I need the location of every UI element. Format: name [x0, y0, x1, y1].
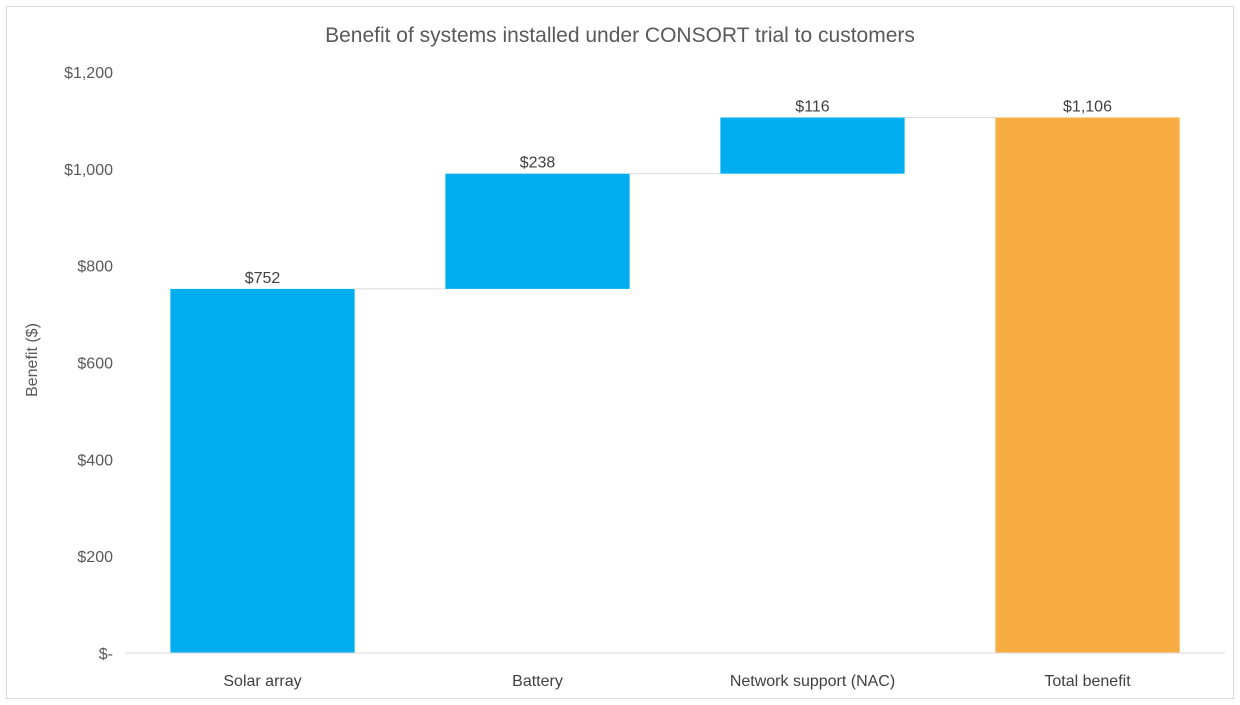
bar-2 [445, 173, 630, 289]
bar-4 [995, 117, 1180, 654]
y-tick-label: $- [99, 646, 113, 663]
bar-1 [170, 288, 355, 653]
y-tick-label: $800 [77, 259, 113, 276]
bars [170, 117, 1180, 654]
data-label: $116 [795, 99, 830, 116]
data-labels: $752 $238 $116 $1,106 [245, 99, 1112, 287]
data-label: $238 [520, 155, 556, 172]
connector-lines [354, 117, 996, 290]
x-tick-label: Total benefit [1044, 673, 1131, 690]
x-axis-labels: Solar array Battery Network support (NAC) T… [223, 673, 1131, 690]
bar-3 [720, 117, 905, 174]
data-label: $1,106 [1063, 99, 1112, 116]
chart-title: Benefit of systems installed under CONSO… [325, 24, 915, 47]
y-tick-label: $200 [77, 549, 113, 566]
y-axis-ticks: $- $200 $400 $600 $800 $1,000 $1,200 [64, 65, 113, 663]
x-tick-label: Solar array [223, 673, 301, 690]
y-tick-label: $1,000 [64, 162, 113, 179]
y-tick-label: $600 [77, 356, 113, 373]
y-tick-label: $400 [77, 452, 113, 469]
x-tick-label: Network support (NAC) [730, 673, 895, 690]
x-tick-label: Battery [512, 673, 563, 690]
y-tick-label: $1,200 [64, 65, 113, 82]
y-axis-label: Benefit ($) [24, 323, 41, 397]
data-label: $752 [245, 270, 281, 287]
